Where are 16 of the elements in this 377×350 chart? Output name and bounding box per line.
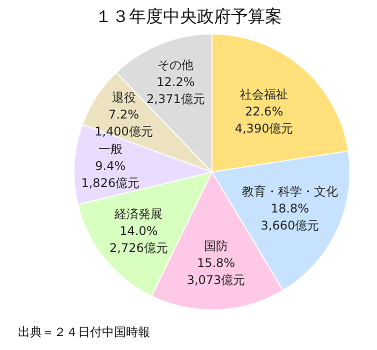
data-label: 9.4% 1,826億元 [81, 159, 140, 190]
slice-label: 社会福祉 [240, 87, 288, 102]
data-label: 18.8% 3,660億元 [260, 202, 320, 233]
slice-label: 国防 [204, 239, 228, 254]
source-note: 出典＝２４日付中国時報 [18, 325, 150, 339]
data-label: 15.8% 3,073億元 [186, 256, 246, 288]
slice-label: 経済発展 [114, 207, 163, 222]
slice-label: 退役 [112, 90, 136, 104]
data-label: 12.2% 2,371億元 [146, 74, 205, 106]
slice-label: 一般 [98, 142, 122, 156]
chart-title: １３年度中央政府予算案 [95, 7, 282, 27]
data-label: 14.0% 2,726億元 [110, 224, 168, 256]
data-label: 7.2% 1,400億元 [94, 107, 153, 138]
slice-label: その他 [158, 58, 194, 72]
slice-label: 教育・科学・文化 [242, 184, 338, 199]
data-label: 22.6% 4,390億元 [234, 104, 294, 136]
